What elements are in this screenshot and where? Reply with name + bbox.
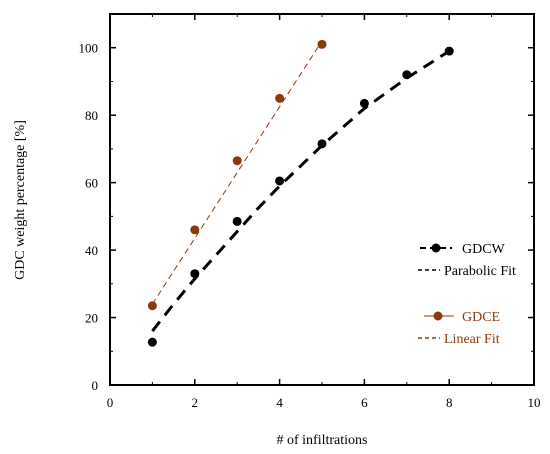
legend-bottom: GDCE Linear Fit	[418, 310, 500, 347]
y-axis-ticks: 0 20 40 60 80 100	[79, 41, 534, 393]
legend-top: GDCW Parabolic Fit	[418, 242, 516, 279]
gdcw-point	[444, 46, 454, 56]
gdcw-point	[402, 70, 412, 80]
x-tick-label: 8	[446, 395, 453, 410]
legend-linear-label: Linear Fit	[444, 332, 500, 347]
gdce-point	[317, 39, 327, 49]
y-tick-label: 0	[92, 378, 99, 393]
y-tick-label: 80	[85, 108, 98, 123]
y-tick-label: 100	[79, 41, 99, 56]
x-tick-label: 0	[107, 395, 114, 410]
legend-gdcw-marker	[420, 243, 452, 253]
y-tick-label: 40	[85, 243, 98, 258]
gdcw-point	[275, 176, 285, 186]
x-tick-label: 2	[192, 395, 199, 410]
x-axis-ticks: 0 2 4 6 8 10	[107, 14, 541, 410]
y-axis-label: GDC weight percentage [%]	[13, 120, 28, 280]
legend-parabolic-label: Parabolic Fit	[444, 264, 516, 279]
gdcw-point	[232, 216, 242, 226]
y-tick-label: 20	[85, 311, 98, 326]
legend-gdcw-label: GDCW	[462, 242, 506, 257]
x-tick-label: 4	[276, 395, 283, 410]
x-axis-label: # of infiltrations	[277, 433, 368, 448]
linear-fit-line	[151, 40, 323, 305]
series-layer	[147, 39, 454, 347]
gdce-point	[190, 225, 200, 235]
gdcw-point	[317, 139, 327, 149]
gdce-point	[275, 93, 285, 103]
gdcw-point	[190, 269, 200, 279]
gdcw-point	[359, 98, 369, 108]
gdce-point	[232, 156, 242, 166]
plot-frame	[109, 13, 535, 386]
x-tick-label: 6	[361, 395, 368, 410]
legend-gdce-label: GDCE	[462, 310, 500, 325]
gdce-point	[147, 301, 157, 311]
x-tick-label: 10	[528, 395, 541, 410]
gdcw-point	[147, 337, 157, 347]
legend-gdce-marker	[424, 311, 454, 321]
y-tick-label: 60	[85, 176, 98, 191]
parabolic-fit-line	[151, 49, 451, 332]
